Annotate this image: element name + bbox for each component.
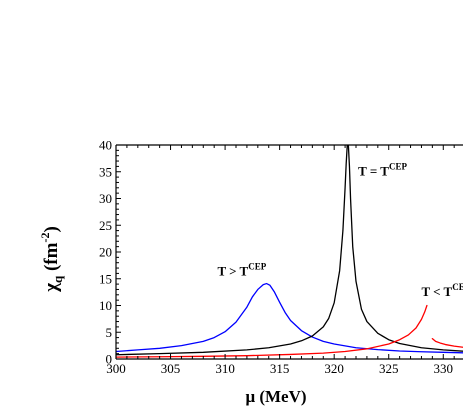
y-axis-title: χq (fm-2) bbox=[38, 226, 65, 293]
x-tick-label: 320 bbox=[324, 361, 344, 376]
x-tick-label: 330 bbox=[434, 361, 454, 376]
annotation-0: T = TCEP bbox=[358, 161, 407, 178]
x-axis-title: μ (MeV) bbox=[245, 387, 306, 406]
x-tick-label: 325 bbox=[379, 361, 399, 376]
series-0-line bbox=[116, 282, 463, 354]
x-tick-label: 305 bbox=[161, 361, 181, 376]
annotation-2: T < TCEP bbox=[421, 282, 463, 299]
series-1-line bbox=[116, 145, 463, 356]
x-tick-label: 300 bbox=[106, 361, 126, 376]
series-2-line-seg-1 bbox=[431, 338, 463, 348]
series-2-line-seg-0 bbox=[116, 304, 428, 358]
annotation-1: T > TCEP bbox=[217, 262, 266, 279]
x-tick-label: 310 bbox=[215, 361, 235, 376]
y-tick-label: 5 bbox=[106, 325, 113, 340]
y-tick-label: 10 bbox=[99, 298, 112, 313]
y-tick-label: 0 bbox=[106, 352, 113, 367]
y-tick-label: 35 bbox=[99, 164, 112, 179]
y-tick-label: 15 bbox=[99, 271, 112, 286]
y-tick-label: 25 bbox=[99, 218, 112, 233]
y-tick-label: 30 bbox=[99, 191, 112, 206]
x-tick-label: 315 bbox=[270, 361, 290, 376]
labels-layer: 300 305 310 315 320 325 330 0 5 10 15 20 25 30 35 40 μ (… bbox=[38, 138, 463, 407]
series-layer bbox=[116, 145, 463, 358]
axes-layer bbox=[115, 144, 463, 360]
y-tick-label: 40 bbox=[99, 138, 112, 153]
y-tick-label: 20 bbox=[99, 245, 112, 260]
